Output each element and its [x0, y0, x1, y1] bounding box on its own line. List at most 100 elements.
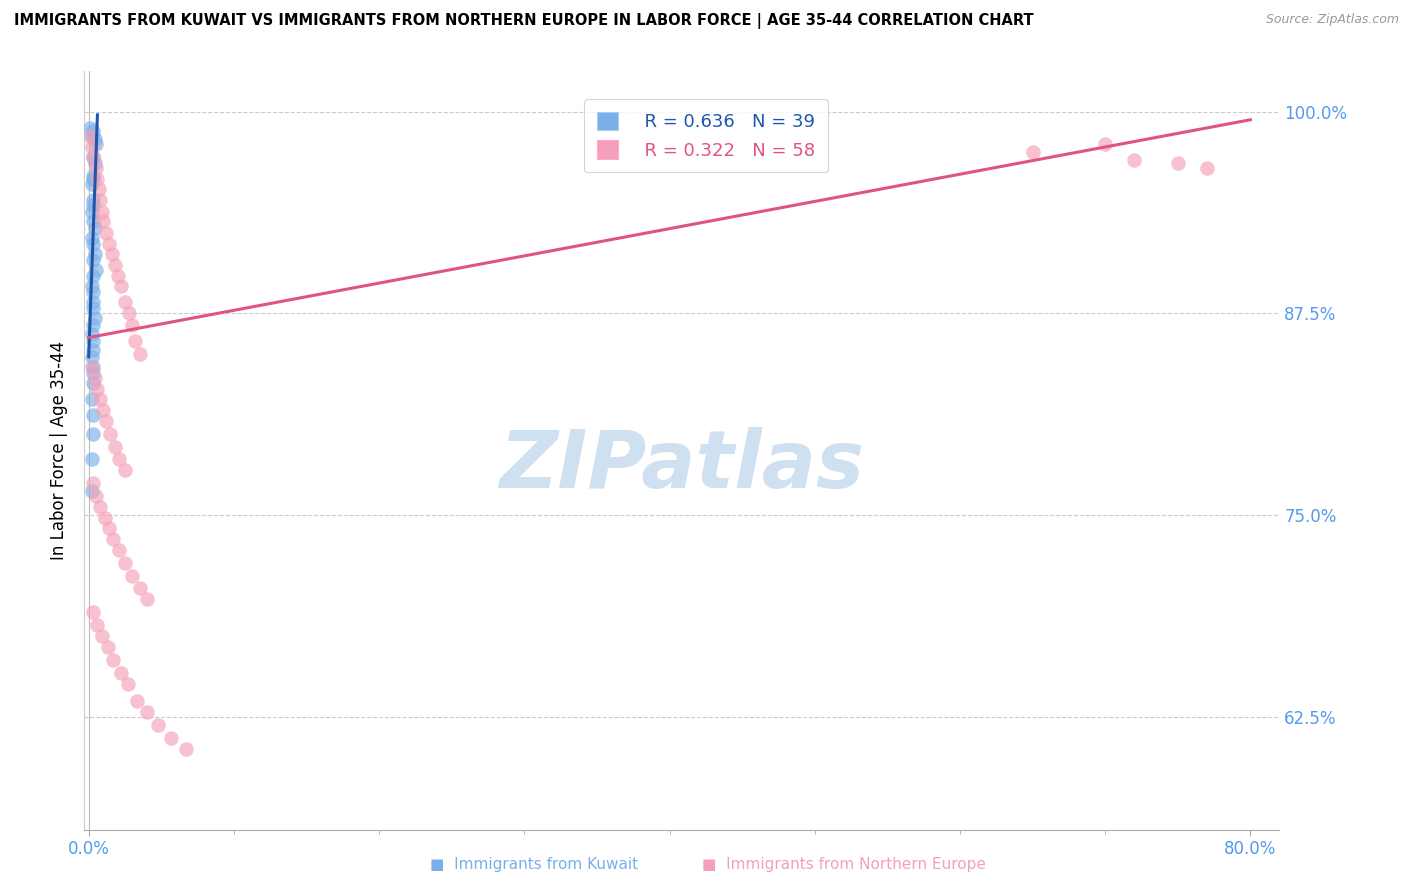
Point	[83, 311, 105, 326]
Point	[121, 318, 143, 332]
Point	[79, 128, 101, 143]
Point	[148, 717, 170, 731]
Point	[86, 172, 108, 186]
Point	[1167, 156, 1189, 170]
Point	[100, 427, 122, 442]
Point	[104, 258, 127, 272]
Point	[82, 295, 104, 310]
Text: IMMIGRANTS FROM KUWAIT VS IMMIGRANTS FROM NORTHERN EUROPE IN LABOR FORCE | AGE 3: IMMIGRANTS FROM KUWAIT VS IMMIGRANTS FRO…	[14, 13, 1033, 29]
Point	[82, 253, 104, 268]
Point	[80, 392, 103, 406]
Point	[82, 237, 104, 252]
Point	[80, 230, 103, 244]
Point	[108, 543, 131, 558]
Point	[110, 279, 132, 293]
Point	[128, 581, 150, 595]
Point	[80, 359, 103, 374]
Point	[79, 120, 101, 135]
Point	[82, 605, 104, 619]
Point	[82, 343, 104, 358]
Point	[83, 156, 105, 170]
Point	[125, 693, 148, 707]
Point	[94, 226, 117, 240]
Point	[80, 279, 103, 293]
Point	[108, 451, 131, 466]
Point	[82, 150, 104, 164]
Point	[82, 427, 104, 442]
Point	[82, 366, 104, 380]
Point	[83, 371, 105, 385]
Point	[117, 677, 139, 691]
Point	[114, 557, 136, 571]
Point	[114, 295, 136, 310]
Point	[82, 214, 104, 228]
Point	[83, 220, 105, 235]
Point	[160, 731, 183, 745]
Point	[82, 359, 104, 374]
Point	[80, 483, 103, 498]
Point	[104, 440, 127, 454]
Point	[91, 214, 114, 228]
Point	[84, 136, 107, 151]
Point	[103, 532, 125, 546]
Point	[80, 128, 103, 143]
Point	[80, 327, 103, 342]
Point	[1195, 161, 1218, 176]
Text: ZIPatlas: ZIPatlas	[499, 426, 865, 505]
Point	[82, 124, 104, 138]
Point	[89, 194, 111, 208]
Point	[80, 204, 103, 219]
Text: ■  Immigrants from Kuwait: ■ Immigrants from Kuwait	[430, 857, 638, 872]
Point	[107, 269, 129, 284]
Point	[90, 204, 112, 219]
Point	[82, 376, 104, 390]
Point	[82, 169, 104, 184]
Point	[174, 742, 197, 756]
Point	[90, 629, 112, 643]
Point	[103, 653, 125, 667]
Point	[1021, 145, 1043, 159]
Point	[118, 306, 141, 320]
Point	[93, 511, 115, 525]
Point	[82, 269, 104, 284]
Point	[82, 475, 104, 490]
Point	[114, 463, 136, 477]
Y-axis label: In Labor Force | Age 35-44: In Labor Force | Age 35-44	[51, 341, 69, 560]
Point	[98, 521, 121, 535]
Point	[87, 182, 110, 196]
Point	[128, 346, 150, 360]
Point	[82, 194, 104, 208]
Point	[94, 414, 117, 428]
Point	[98, 237, 121, 252]
Point	[82, 301, 104, 316]
Point	[84, 262, 107, 277]
Point	[82, 285, 104, 300]
Point	[80, 140, 103, 154]
Point	[89, 392, 111, 406]
Point	[86, 617, 108, 632]
Point	[121, 569, 143, 583]
Point	[89, 500, 111, 514]
Point	[86, 382, 108, 396]
Point	[97, 640, 120, 655]
Point	[83, 246, 105, 260]
Point	[82, 172, 104, 186]
Point	[80, 451, 103, 466]
Point	[82, 408, 104, 422]
Point	[124, 334, 146, 348]
Point	[80, 178, 103, 192]
Point	[135, 591, 157, 606]
Text: ■  Immigrants from Northern Europe: ■ Immigrants from Northern Europe	[702, 857, 986, 872]
Point	[80, 350, 103, 364]
Point	[91, 403, 114, 417]
Text: Source: ZipAtlas.com: Source: ZipAtlas.com	[1265, 13, 1399, 27]
Point	[83, 132, 105, 146]
Legend:   R = 0.636   N = 39,   R = 0.322   N = 58: R = 0.636 N = 39, R = 0.322 N = 58	[583, 99, 828, 172]
Point	[101, 246, 124, 260]
Point	[82, 318, 104, 332]
Point	[110, 666, 132, 681]
Point	[84, 161, 107, 176]
Point	[1094, 136, 1116, 151]
Point	[82, 334, 104, 348]
Point	[82, 198, 104, 212]
